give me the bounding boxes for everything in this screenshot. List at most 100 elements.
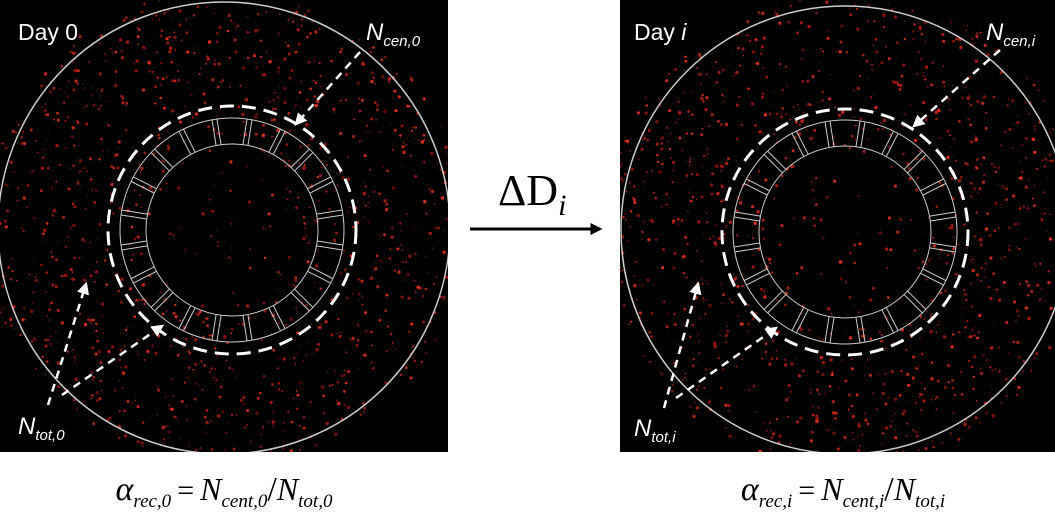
speckle (308, 341, 309, 342)
speckle (970, 104, 972, 106)
speckle (828, 97, 831, 100)
speckle (657, 161, 660, 164)
speckle (56, 112, 59, 115)
speckle (299, 425, 301, 427)
speckle (994, 166, 996, 168)
speckle (818, 337, 819, 338)
speckle (194, 46, 195, 47)
speckle (337, 402, 340, 405)
speckle (1025, 280, 1028, 283)
speckle (708, 401, 711, 404)
speckle (140, 252, 143, 255)
speckle (263, 73, 266, 76)
speckle (972, 259, 974, 261)
speckle (279, 13, 281, 15)
speckle (304, 14, 306, 16)
speckle (724, 303, 725, 304)
speckle (665, 204, 667, 206)
speckle (350, 339, 352, 341)
speckle (71, 277, 75, 281)
speckle (1, 142, 3, 144)
speckle (883, 119, 886, 122)
speckle (370, 118, 373, 121)
speckle (219, 26, 222, 29)
speckle (85, 114, 86, 115)
speckle (337, 318, 340, 321)
speckle (416, 285, 420, 289)
speckle (392, 149, 394, 151)
speckle (918, 26, 921, 29)
speckle (973, 187, 976, 190)
speckle (31, 170, 34, 173)
speckle (961, 393, 964, 396)
speckle (323, 163, 324, 164)
speckle (627, 240, 628, 241)
speckle (245, 98, 249, 102)
speckle (143, 151, 146, 154)
speckle (661, 205, 663, 207)
speckle (771, 271, 774, 274)
speckle (647, 238, 650, 241)
speckle (958, 244, 959, 245)
speckle (46, 113, 49, 116)
speckle (57, 361, 60, 364)
speckle (340, 47, 343, 50)
speckle (376, 104, 379, 107)
speckle (736, 366, 738, 368)
speckle (675, 122, 677, 124)
speckle (951, 387, 954, 390)
speckle (10, 278, 13, 281)
speckle (999, 370, 1001, 372)
speckle (118, 437, 121, 440)
speckle (138, 44, 140, 46)
speckle (736, 104, 739, 107)
speckle (916, 435, 919, 438)
speckle (67, 351, 69, 353)
speckle (135, 394, 136, 395)
speckle (818, 70, 820, 72)
speckle (691, 173, 693, 175)
speckle (895, 413, 896, 414)
speckle (352, 135, 355, 138)
speckle (713, 237, 715, 239)
speckle (364, 311, 367, 314)
speckle (283, 441, 284, 442)
speckle (364, 154, 367, 157)
speckle (423, 134, 426, 137)
speckle (396, 73, 398, 75)
speckle (967, 25, 968, 26)
speckle (430, 152, 433, 155)
speckle (278, 388, 281, 391)
speckle (979, 422, 981, 424)
speckle (685, 174, 688, 177)
speckle (182, 162, 183, 163)
speckle (924, 279, 925, 280)
speckle (428, 271, 430, 273)
speckle (790, 5, 793, 8)
speckle (822, 361, 825, 364)
speckle (754, 38, 756, 40)
speckle (236, 414, 238, 416)
speckle (97, 302, 98, 303)
speckle (443, 296, 445, 298)
speckle (741, 358, 742, 359)
speckle (800, 327, 804, 331)
speckle (205, 421, 209, 425)
speckle (257, 397, 260, 400)
speckle (69, 50, 72, 53)
speckle (76, 82, 79, 85)
speckle (117, 148, 118, 149)
speckle (246, 424, 248, 426)
speckle (658, 98, 660, 100)
speckle (661, 373, 663, 375)
speckle (778, 7, 779, 8)
speckle (639, 311, 642, 314)
speckle (339, 335, 342, 338)
speckle (51, 256, 54, 259)
speckle (713, 42, 714, 43)
speckle (854, 262, 857, 265)
speckle (271, 194, 274, 197)
speckle (763, 296, 766, 299)
speckle (747, 183, 748, 184)
speckle (185, 406, 186, 407)
